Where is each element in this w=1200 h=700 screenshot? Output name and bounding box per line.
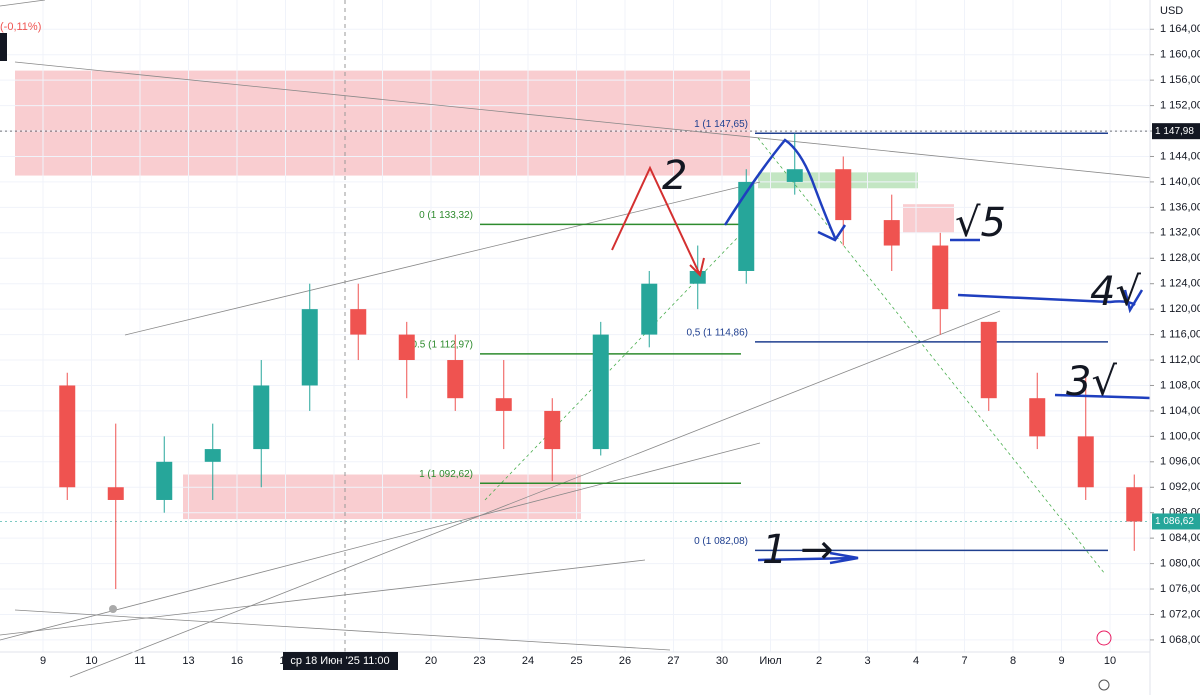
x-tick-label: 11 bbox=[134, 655, 145, 667]
y-tick-label: 1 136,00 bbox=[1160, 201, 1200, 213]
candle-body bbox=[156, 461, 173, 500]
candle-body bbox=[980, 321, 997, 399]
y-tick-label: 1 116,00 bbox=[1160, 328, 1200, 340]
y-tick-label: 1 108,00 bbox=[1160, 379, 1200, 391]
x-tick-label: 10 bbox=[85, 655, 97, 667]
price-axis-bg bbox=[1150, 0, 1200, 695]
y-tick-label: 1 112,00 bbox=[1160, 354, 1200, 366]
price-tag bbox=[1152, 513, 1200, 530]
x-tick-label: 10 bbox=[1104, 655, 1116, 667]
x-tick-label: 2 bbox=[816, 655, 822, 667]
x-tick-label: 3 bbox=[864, 655, 870, 667]
y-tick-label: 1 076,00 bbox=[1160, 583, 1200, 595]
note: 3√ bbox=[1066, 359, 1117, 405]
candle-body bbox=[689, 270, 706, 284]
note: 2 bbox=[662, 153, 687, 199]
note: √5 bbox=[955, 200, 1006, 246]
note: 4√ bbox=[1090, 269, 1141, 315]
candle-body bbox=[592, 334, 609, 450]
settings-icon[interactable] bbox=[1098, 679, 1110, 691]
y-tick-label: 1 120,00 bbox=[1160, 303, 1200, 315]
x-tick-label: Июл bbox=[759, 655, 781, 667]
candle-body bbox=[738, 181, 755, 271]
candle-body bbox=[1126, 487, 1143, 522]
candle-body bbox=[350, 309, 367, 335]
price-tag-label: 1 086,62 bbox=[1155, 516, 1194, 527]
y-tick-label: 1 140,00 bbox=[1160, 176, 1200, 188]
hand-arrow bbox=[611, 165, 705, 277]
y-tick-label: 1 124,00 bbox=[1160, 278, 1200, 290]
candle-body bbox=[398, 334, 415, 361]
y-tick-label: 1 152,00 bbox=[1160, 99, 1200, 111]
x-tick-label: 9 bbox=[40, 655, 46, 667]
trend-lines bbox=[0, 0, 1153, 678]
currency: USD bbox=[1160, 5, 1183, 17]
candle-body bbox=[495, 398, 512, 411]
x-tick-label: 25 bbox=[570, 655, 582, 667]
y-tick-label: 1 084,00 bbox=[1160, 532, 1200, 544]
x-tick-label: 8 bbox=[1010, 655, 1016, 667]
y-tick-label: 1 132,00 bbox=[1160, 227, 1200, 239]
x-tick-label: 13 bbox=[182, 655, 194, 667]
price-tag-label: 1 147,98 bbox=[1155, 126, 1194, 137]
candle-body bbox=[1077, 436, 1094, 488]
y-tick-label: 1 128,00 bbox=[1160, 252, 1200, 264]
change: (-0,11%) bbox=[0, 21, 41, 33]
crosshair-label: ср 18 Июн '25 11:00 bbox=[290, 655, 389, 667]
alert-icon[interactable] bbox=[1096, 630, 1112, 646]
x-tick-label: 9 bbox=[1058, 655, 1064, 667]
candle-body bbox=[932, 245, 949, 310]
y-tick-label: 1 160,00 bbox=[1160, 49, 1200, 61]
candle-body bbox=[641, 283, 658, 335]
candle-body bbox=[544, 410, 561, 450]
zone bbox=[903, 204, 954, 233]
y-tick-label: 1 080,00 bbox=[1160, 557, 1200, 569]
y-tick-label: 1 164,00 bbox=[1160, 23, 1200, 35]
candle-body bbox=[301, 309, 318, 386]
side-button[interactable] bbox=[0, 33, 7, 61]
x-tick-label: 23 bbox=[473, 655, 485, 667]
fib-label: 0,5 (1 114,86) bbox=[686, 327, 748, 338]
candle-body bbox=[883, 220, 900, 246]
candle-body bbox=[253, 385, 270, 450]
x-tick-label: 4 bbox=[913, 655, 919, 667]
hand-drawing bbox=[723, 138, 1151, 565]
y-tick-label: 1 068,00 bbox=[1160, 634, 1200, 646]
crosshair-tag bbox=[283, 652, 398, 670]
x-tick-label: 30 bbox=[716, 655, 728, 667]
fib-label: 0.5 (1 112,97) bbox=[411, 340, 473, 351]
candle-body bbox=[107, 487, 124, 500]
candle-body bbox=[59, 385, 76, 488]
x-tick-label: 7 bbox=[961, 655, 967, 667]
candle-body bbox=[786, 169, 803, 182]
y-tick-label: 1 156,00 bbox=[1160, 74, 1200, 86]
y-tick-label: 1 072,00 bbox=[1160, 608, 1200, 620]
candle-body bbox=[204, 449, 221, 462]
y-tick-label: 1 092,00 bbox=[1160, 481, 1200, 493]
x-tick-label: 27 bbox=[667, 655, 679, 667]
fib-label: 0 (1 133,32) bbox=[419, 210, 473, 221]
candle-body bbox=[1029, 398, 1046, 437]
y-tick-label: 1 096,00 bbox=[1160, 456, 1200, 468]
x-tick-label: 26 bbox=[619, 655, 631, 667]
y-tick-label: 1 100,00 bbox=[1160, 430, 1200, 442]
y-tick-label: 1 104,00 bbox=[1160, 405, 1200, 417]
price-tag bbox=[1152, 123, 1200, 140]
x-tick-label: 20 bbox=[425, 655, 437, 667]
note: 1 → bbox=[762, 527, 834, 573]
fib-label: 1 (1 092,62) bbox=[419, 469, 473, 480]
candle-body bbox=[447, 360, 464, 399]
candle-body bbox=[835, 169, 852, 221]
event-icon[interactable] bbox=[109, 605, 117, 613]
x-tick-label: 24 bbox=[522, 655, 534, 667]
fib-label: 0 (1 082,08) bbox=[694, 536, 748, 547]
y-tick-label: 1 144,00 bbox=[1160, 150, 1200, 162]
fib-label: 1 (1 147,65) bbox=[694, 119, 748, 130]
x-tick-label: 16 bbox=[231, 655, 243, 667]
